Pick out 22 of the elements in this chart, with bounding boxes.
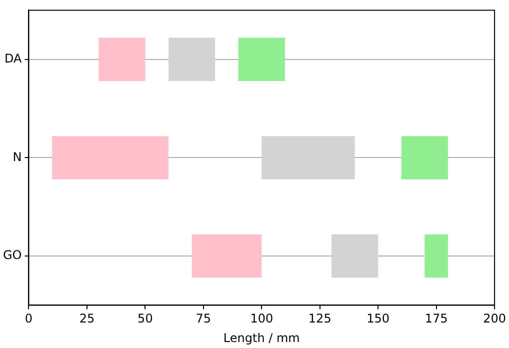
bar: [401, 136, 448, 180]
bar: [168, 38, 216, 81]
x-tick-label: 200: [483, 312, 506, 326]
x-tick-label: 100: [250, 312, 274, 326]
y-tick-label: GO: [2, 248, 22, 262]
y-tick-label: N: [12, 150, 22, 164]
bar: [52, 136, 168, 180]
x-axis-title: Length / mm: [223, 330, 300, 345]
bar: [424, 234, 448, 278]
x-tick-label: 25: [79, 312, 95, 326]
x-tick-label: 125: [308, 312, 332, 326]
x-tick-label: 75: [196, 312, 212, 326]
bar: [192, 234, 262, 278]
x-tick-label: 0: [24, 312, 33, 326]
x-tick-label: 150: [366, 312, 390, 326]
bar: [98, 38, 146, 81]
x-tick-label: 175: [424, 312, 448, 326]
y-tick-label: DA: [4, 51, 23, 66]
bar: [238, 38, 285, 81]
bar: [262, 136, 355, 180]
bar: [332, 234, 378, 278]
x-tick-label: 50: [138, 312, 153, 326]
